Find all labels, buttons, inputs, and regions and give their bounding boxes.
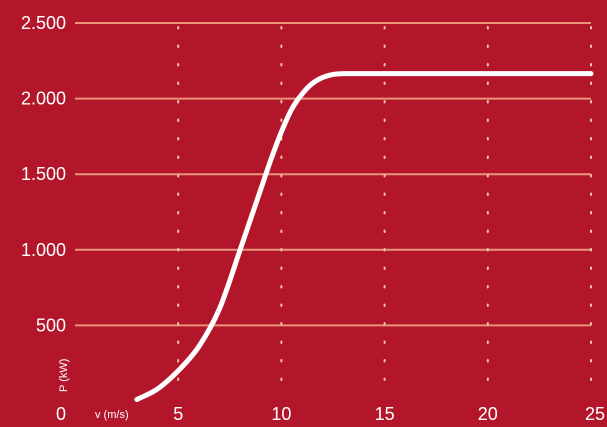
x-axis-label: v (m/s) (95, 409, 129, 421)
y-tick-labels: 0 500 1.000 1.500 2.000 2.500 (21, 13, 66, 424)
y-tick-label: 2.500 (21, 13, 66, 33)
power-curve-line (134, 71, 594, 402)
y-tick-label: 1.000 (21, 240, 66, 260)
x-tick-label: 25 (585, 404, 605, 424)
y-tick-label: 2.000 (21, 89, 66, 109)
horizontal-gridlines (75, 22, 591, 327)
x-tick-label: 5 (173, 404, 183, 424)
y-tick-label: 500 (36, 315, 66, 335)
y-tick-label: 1.500 (21, 164, 66, 184)
x-tick-label: 15 (375, 404, 395, 424)
vertical-dotted-gridlines (177, 26, 592, 398)
x-tick-label: 20 (478, 404, 498, 424)
y-tick-label: 0 (56, 404, 66, 424)
x-tick-labels: 5 10 15 20 25 (173, 404, 605, 424)
x-tick-label: 10 (271, 404, 291, 424)
y-axis-label: P (kW) (58, 359, 70, 392)
